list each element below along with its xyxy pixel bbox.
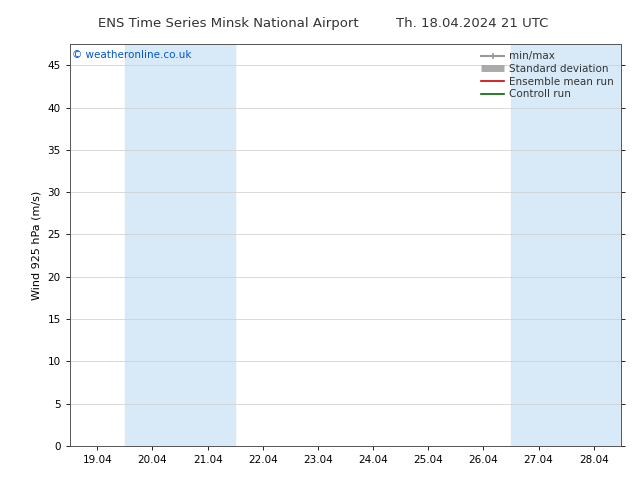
Text: Th. 18.04.2024 21 UTC: Th. 18.04.2024 21 UTC <box>396 17 548 30</box>
Y-axis label: Wind 925 hPa (m/s): Wind 925 hPa (m/s) <box>32 191 42 299</box>
Text: © weatheronline.co.uk: © weatheronline.co.uk <box>72 50 192 60</box>
Legend: min/max, Standard deviation, Ensemble mean run, Controll run: min/max, Standard deviation, Ensemble me… <box>479 49 616 101</box>
Bar <box>511 44 566 446</box>
Text: ENS Time Series Minsk National Airport: ENS Time Series Minsk National Airport <box>98 17 359 30</box>
Bar <box>125 44 180 446</box>
Bar <box>180 44 235 446</box>
Bar <box>566 44 621 446</box>
